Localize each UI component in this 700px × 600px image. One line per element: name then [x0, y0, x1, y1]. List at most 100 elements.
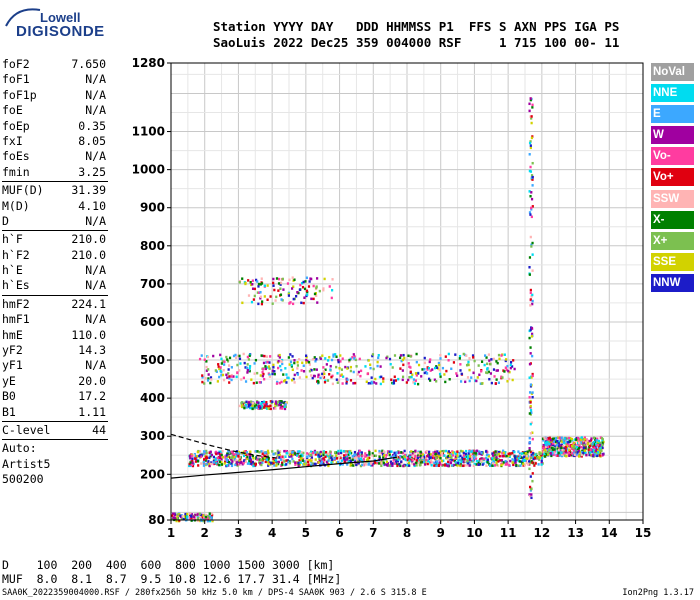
echo-point	[293, 361, 296, 365]
echo-point	[245, 366, 249, 370]
echo-point	[288, 455, 291, 458]
parameter-key: hmE	[2, 327, 23, 342]
echo-point	[481, 451, 485, 454]
echo-point	[198, 512, 201, 516]
echo-point	[413, 382, 417, 385]
echo-point	[417, 459, 421, 462]
echo-point	[401, 455, 404, 459]
echo-point	[280, 400, 283, 403]
echo-point	[366, 372, 369, 376]
echo-point	[515, 458, 518, 461]
echo-point	[437, 367, 440, 370]
echo-point	[415, 352, 418, 356]
echo-point	[528, 211, 532, 214]
echo-point	[275, 462, 279, 466]
echo-point	[567, 443, 570, 447]
echo-point	[223, 363, 226, 366]
echo-point	[261, 374, 264, 378]
echo-point	[282, 405, 285, 408]
echo-point	[188, 462, 191, 466]
echo-point	[394, 454, 397, 457]
echo-point	[194, 460, 197, 463]
echo-point	[189, 512, 192, 515]
echo-point	[457, 459, 460, 462]
echo-point	[251, 404, 254, 408]
echo-point	[536, 456, 539, 460]
echo-point	[259, 461, 262, 465]
echo-point	[245, 451, 249, 454]
echo-point	[285, 463, 288, 466]
echo-point	[335, 455, 338, 459]
echo-point	[267, 365, 271, 368]
echo-point	[203, 458, 206, 461]
echo-point	[561, 448, 564, 452]
echo-point	[291, 457, 294, 461]
echo-point	[296, 361, 299, 364]
echo-point	[542, 439, 545, 442]
echo-point	[584, 441, 588, 444]
echo-point	[290, 455, 293, 458]
echo-point	[492, 451, 495, 454]
echo-point	[549, 452, 552, 455]
echo-point	[312, 284, 315, 288]
echo-point	[464, 380, 467, 384]
echo-point	[298, 458, 301, 462]
echo-point	[364, 455, 367, 458]
echo-point	[303, 460, 306, 463]
echo-point	[261, 452, 264, 456]
echo-point	[370, 376, 373, 379]
echo-point	[186, 512, 189, 516]
echo-point	[305, 459, 308, 462]
echo-point	[271, 400, 274, 403]
echo-point	[329, 368, 332, 371]
echo-point	[351, 455, 354, 458]
echo-point	[425, 458, 428, 462]
echo-point	[562, 439, 565, 442]
echo-point	[468, 460, 471, 464]
echo-point	[309, 452, 312, 455]
echo-point	[429, 462, 432, 466]
echo-point	[315, 368, 318, 371]
echo-point	[243, 406, 246, 410]
echo-point	[556, 439, 559, 443]
echo-point	[324, 451, 328, 454]
echo-point	[459, 449, 462, 453]
echo-point	[412, 378, 416, 381]
echo-point	[242, 461, 245, 465]
echo-point	[319, 454, 323, 458]
echo-point	[325, 460, 328, 464]
echo-point	[507, 377, 511, 381]
legend-item: E	[651, 105, 694, 124]
echo-point	[530, 208, 533, 211]
echo-point	[528, 391, 532, 394]
echo-point	[317, 453, 320, 457]
echo-point	[259, 295, 262, 299]
echo-point	[325, 363, 328, 366]
echo-point	[544, 448, 547, 451]
echo-point	[447, 454, 450, 458]
echo-point	[560, 440, 563, 443]
echo-point	[218, 375, 221, 379]
echo-point	[319, 357, 322, 360]
echo-point	[248, 364, 252, 368]
echo-point	[529, 97, 532, 100]
echo-point	[198, 357, 202, 361]
echo-point	[279, 364, 282, 368]
echo-point	[179, 514, 182, 517]
echo-point	[207, 368, 210, 371]
echo-point	[291, 276, 294, 279]
echo-point	[560, 446, 563, 450]
echo-point	[295, 294, 298, 298]
echo-point	[303, 296, 306, 299]
echo-point	[498, 454, 501, 458]
logo-lowell: Lowell	[40, 10, 81, 25]
echo-point	[545, 443, 548, 447]
echo-point	[318, 453, 322, 456]
echo-point	[558, 454, 561, 457]
echo-point	[557, 448, 560, 452]
echo-point	[346, 463, 349, 466]
echo-point	[259, 406, 262, 410]
echo-point	[322, 450, 325, 453]
echo-point	[272, 281, 275, 285]
echo-point	[343, 460, 346, 464]
